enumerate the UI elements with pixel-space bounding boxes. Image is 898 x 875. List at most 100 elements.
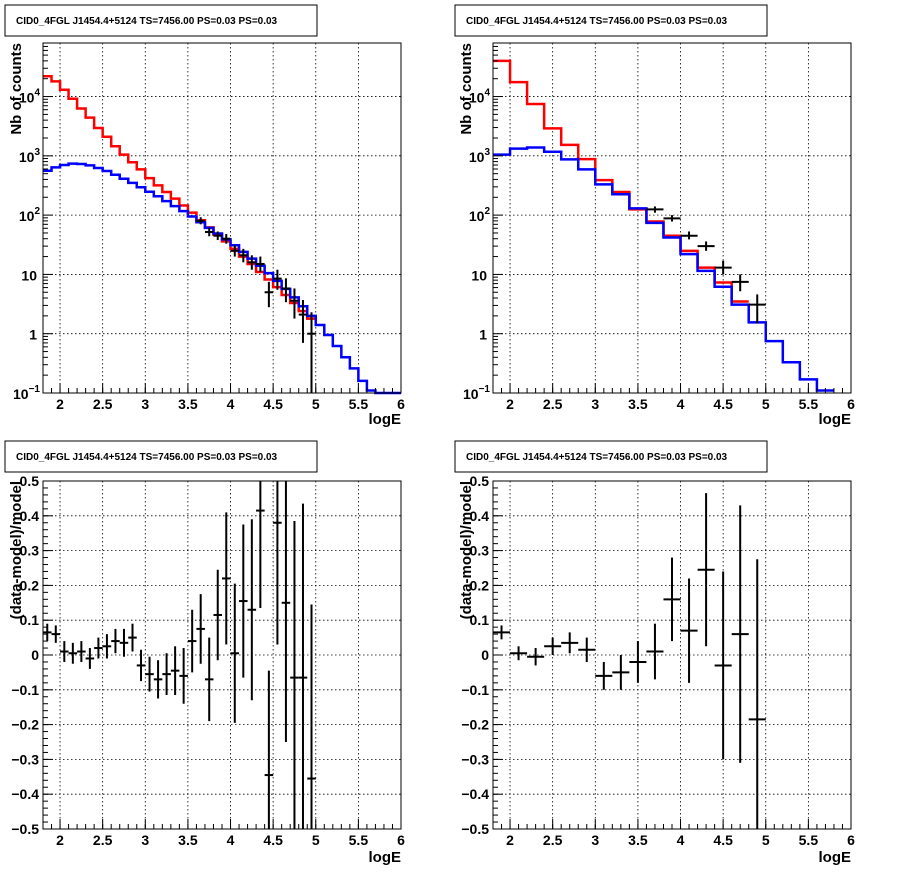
data-point bbox=[247, 519, 257, 701]
x-tick-label: 4 bbox=[677, 832, 685, 848]
data-point bbox=[136, 649, 146, 682]
y-tick-label: 10−1 bbox=[463, 384, 490, 402]
x-tick-label: 6 bbox=[847, 832, 855, 848]
data-point bbox=[561, 632, 579, 654]
data-point bbox=[239, 524, 248, 678]
data-point bbox=[196, 594, 205, 664]
title-box bbox=[4, 440, 318, 473]
model-histogram-line bbox=[493, 59, 749, 303]
x-tick-label: 4 bbox=[227, 832, 235, 848]
panel-title: CID0_4FGL J1454.4+5124 TS=7456.00 PS=0.0… bbox=[16, 452, 278, 463]
y-tick-label: −0.2 bbox=[11, 717, 39, 733]
data-point bbox=[273, 269, 282, 290]
data-point bbox=[290, 288, 299, 319]
data-point bbox=[731, 505, 749, 763]
model-histogram-line bbox=[43, 162, 401, 395]
panel-title: CID0_4FGL J1454.4+5124 TS=7456.00 PS=0.0… bbox=[466, 16, 728, 27]
x-tick-label: 2.5 bbox=[543, 396, 563, 412]
x-tick-label: 3 bbox=[591, 832, 599, 848]
y-tick-label: 1 bbox=[479, 327, 487, 343]
x-tick-label: 4.5 bbox=[263, 832, 283, 848]
data-point bbox=[646, 623, 664, 680]
data-point bbox=[204, 227, 214, 237]
data-point bbox=[94, 637, 103, 659]
data-point bbox=[230, 245, 240, 257]
data-point bbox=[697, 493, 715, 647]
data-point bbox=[247, 255, 257, 270]
x-tick-label: 3.5 bbox=[178, 396, 198, 412]
y-tick-label: 0.2 bbox=[20, 577, 40, 593]
data-point bbox=[222, 512, 231, 645]
data-point bbox=[119, 628, 129, 657]
x-tick-label: 4 bbox=[677, 396, 685, 412]
y-axis-title: Nb of counts bbox=[8, 43, 25, 135]
data-point bbox=[680, 231, 698, 240]
x-tick-label: 5 bbox=[762, 396, 770, 412]
data-point bbox=[213, 231, 222, 241]
y-tick-exponent: −1 bbox=[29, 384, 41, 395]
title-box bbox=[454, 440, 768, 473]
y-tick-exponent: 4 bbox=[484, 88, 490, 99]
x-tick-label: 3.5 bbox=[628, 832, 648, 848]
data-point bbox=[307, 312, 316, 393]
y-tick-label: 0.1 bbox=[470, 612, 490, 628]
data-point bbox=[170, 646, 180, 696]
x-tick-label: 3 bbox=[141, 832, 149, 848]
panel-title: CID0_4FGL J1454.4+5124 TS=7456.00 PS=0.0… bbox=[16, 16, 278, 27]
plot-frame bbox=[42, 42, 402, 394]
data-point bbox=[493, 625, 511, 640]
title-box bbox=[454, 4, 768, 37]
data-point bbox=[578, 637, 596, 662]
model-histogram-line bbox=[43, 74, 316, 320]
x-tick-label: 3 bbox=[141, 396, 149, 412]
data-point bbox=[264, 281, 274, 308]
y-tick-label: 103 bbox=[469, 147, 491, 165]
data-point bbox=[77, 641, 86, 662]
y-tick-label: −0.3 bbox=[11, 751, 39, 767]
data-point bbox=[239, 248, 248, 263]
data-point bbox=[680, 578, 698, 683]
x-tick-label: 3.5 bbox=[178, 832, 198, 848]
x-axis-title: logE bbox=[819, 411, 852, 428]
data-point bbox=[68, 642, 78, 664]
title-box bbox=[4, 4, 318, 37]
x-tick-label: 2 bbox=[56, 396, 64, 412]
x-tick-label: 5.5 bbox=[349, 832, 369, 848]
y-tick-exponent: −1 bbox=[479, 384, 491, 395]
x-tick-label: 3 bbox=[591, 396, 599, 412]
x-tick-label: 4 bbox=[227, 396, 235, 412]
data-point bbox=[714, 260, 732, 275]
data-point bbox=[697, 241, 715, 251]
data-point bbox=[748, 294, 766, 324]
y-tick-label: −0.4 bbox=[461, 786, 489, 802]
data-point bbox=[153, 660, 163, 699]
y-tick-label: 0.2 bbox=[470, 577, 490, 593]
data-point bbox=[612, 655, 630, 690]
y-tick-exponent: 3 bbox=[484, 147, 490, 158]
data-point bbox=[51, 625, 61, 643]
panel-top-left: CID0_4FGL J1454.4+5124 TS=7456.00 PS=0.0… bbox=[4, 4, 405, 428]
y-tick-exponent: 3 bbox=[34, 147, 40, 158]
x-tick-label: 6 bbox=[847, 396, 855, 412]
data-point bbox=[544, 637, 562, 655]
data-point bbox=[256, 256, 265, 272]
y-tick-label: −0.4 bbox=[11, 786, 39, 802]
data-point bbox=[298, 503, 308, 829]
y-tick-exponent: 4 bbox=[34, 88, 40, 99]
y-tick-label: −0.2 bbox=[461, 717, 489, 733]
y-tick-label: −0.3 bbox=[461, 751, 489, 767]
data-point bbox=[204, 637, 214, 722]
y-tick-label: −0.5 bbox=[461, 821, 489, 837]
data-point bbox=[273, 481, 282, 645]
y-tick-label: 102 bbox=[19, 206, 41, 224]
y-tick-exponent: 2 bbox=[34, 206, 40, 217]
y-tick-label: 0.5 bbox=[20, 473, 40, 489]
y-tick-label: 0.4 bbox=[20, 508, 40, 524]
data-point bbox=[663, 215, 681, 222]
x-axis-title: logE bbox=[819, 849, 852, 866]
data-point bbox=[60, 641, 69, 662]
x-tick-label: 2.5 bbox=[543, 832, 563, 848]
y-tick-label: 0.1 bbox=[20, 612, 40, 628]
x-axis-title: logE bbox=[369, 411, 402, 428]
x-tick-label: 5.5 bbox=[349, 396, 369, 412]
